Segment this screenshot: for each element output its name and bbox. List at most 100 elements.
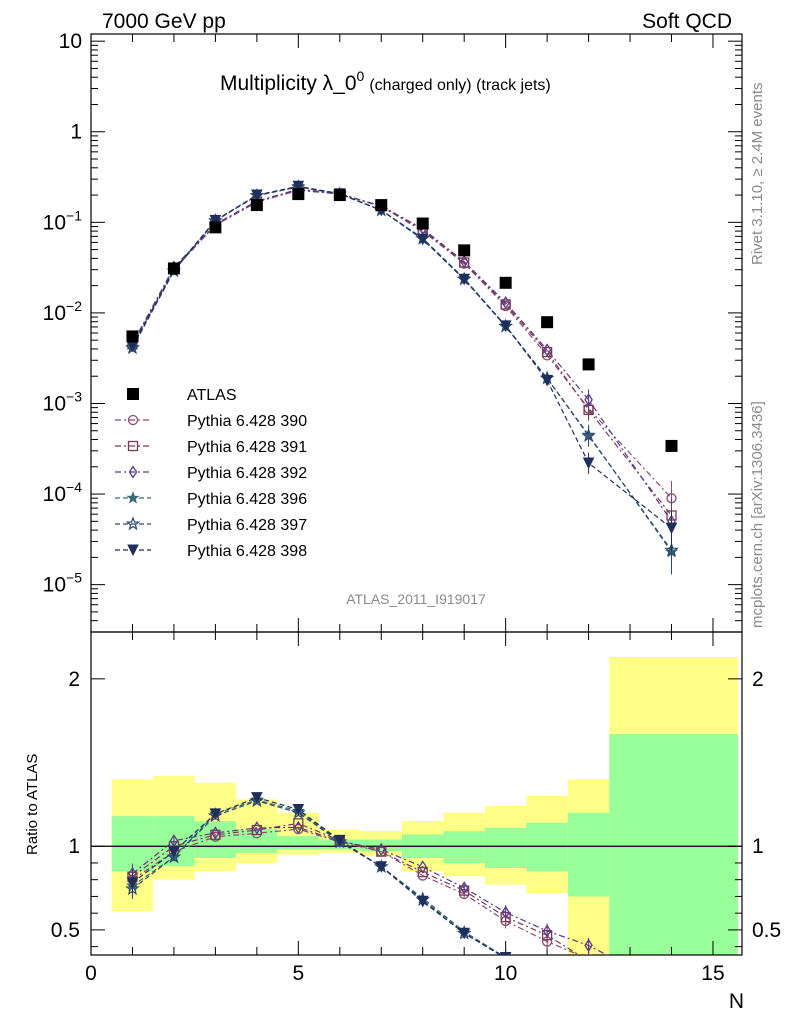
legend-label: Pythia 6.428 396 (187, 491, 307, 508)
series-point (665, 522, 678, 535)
y-tick-label: 10−3 (43, 388, 83, 415)
legend-marker (127, 388, 139, 400)
y-tick-label-right: 0.5 (752, 919, 781, 942)
x-tick-label: 0 (85, 962, 97, 985)
ratio-point (417, 866, 428, 878)
y-tick-label: 10−2 (43, 298, 83, 325)
y-tick-label: 0.5 (51, 919, 80, 942)
y-tick-label: 1 (70, 121, 82, 144)
y-tick-label: 10−5 (43, 570, 83, 597)
ratio-point (211, 826, 220, 840)
data-point (209, 221, 222, 234)
data-point (665, 439, 678, 452)
series-point (209, 214, 222, 227)
ratio-point (584, 956, 593, 965)
legend-label: Pythia 6.428 397 (187, 517, 307, 534)
y-tick-label: 2 (68, 668, 80, 691)
uncertainty-band-inner (111, 816, 154, 872)
chart-title-sup: 0 (357, 68, 365, 84)
data-point (126, 330, 139, 343)
series-point (416, 233, 429, 246)
ratio-point (166, 849, 182, 864)
series-point (541, 374, 553, 387)
series-point (499, 320, 512, 332)
uncertainty-band-inner (443, 831, 485, 863)
y-tick-label-right: 1 (752, 835, 764, 858)
data-point (333, 189, 346, 202)
series-point (501, 295, 510, 310)
ratio-point (418, 860, 427, 874)
y-tick-label: 1 (68, 835, 80, 858)
header-left: 7000 GeV pp (102, 10, 226, 33)
y-tick-label-exponent: −4 (66, 479, 82, 495)
y-tick-label-base: 10 (59, 30, 82, 53)
ratio-point (542, 970, 552, 980)
ratio-point (376, 842, 386, 857)
ratio-point (583, 980, 594, 991)
series-point (292, 180, 305, 193)
analysis-label: ATLAS_2011_I919017 (346, 591, 486, 607)
series-point (664, 542, 679, 557)
legend-marker (126, 491, 140, 504)
x-tick-label: 5 (292, 962, 304, 985)
ratio-point (252, 821, 262, 835)
uncertainty-band-inner (484, 827, 527, 868)
legend-marker (127, 544, 139, 557)
series-5 (125, 179, 679, 574)
ratio-point (583, 980, 594, 991)
data-point (375, 199, 388, 212)
y-tick-label-base: 10 (43, 211, 66, 234)
legend-entry: Pythia 6.428 397 (115, 516, 307, 534)
ratio-point (584, 995, 594, 1005)
series-point (459, 254, 469, 269)
x-axis-label: N (729, 990, 744, 1013)
y-tick-label-exponent: −1 (66, 207, 82, 223)
ratio-point (585, 953, 592, 955)
ratio-point (584, 938, 593, 953)
y-tick-label-base: 10 (43, 574, 66, 597)
ratio-point (499, 952, 512, 955)
y-tick-label-base: 1 (70, 121, 82, 144)
y-tick-label-exponent: −2 (66, 298, 82, 314)
ratio-y-axis-label: Ratio to ATLAS (24, 754, 41, 855)
series-point (582, 457, 595, 470)
ratio-point (251, 792, 263, 804)
legend-entry: Pythia 6.428 396 (115, 491, 307, 508)
data-point (167, 262, 180, 275)
ratio-point (541, 967, 552, 978)
data-point (582, 358, 595, 371)
ratio-point (542, 924, 552, 938)
ratio-point (541, 967, 552, 978)
data-point (499, 276, 512, 289)
legend-entry: Pythia 6.428 391 (115, 439, 307, 456)
ratio-point (666, 996, 677, 1007)
ratio-point (459, 881, 469, 895)
ratio-point (333, 834, 346, 847)
legend-label: Pythia 6.428 391 (187, 439, 307, 456)
legend-marker (127, 440, 139, 452)
series-point (581, 428, 596, 442)
data-point (416, 217, 429, 230)
ratio-point (294, 820, 303, 835)
ratio-point (292, 803, 305, 816)
ratio-plot-frame (90, 631, 743, 956)
ratio-point (209, 808, 222, 821)
side-label-bottom: mcplots.cern.ch [arXiv:1306.3436] (749, 401, 766, 628)
series-data (126, 188, 678, 452)
y-tick-label-base: 10 (43, 392, 66, 415)
legend-label: Pythia 6.428 390 (187, 413, 307, 430)
ratio-point (458, 927, 470, 940)
legend-marker (128, 465, 138, 479)
legend-marker (127, 414, 139, 426)
data-point (458, 244, 471, 257)
legend-label: Pythia 6.428 392 (187, 465, 307, 482)
uncertainty-band-inner (236, 829, 278, 853)
y-tick-label-base: 10 (43, 483, 66, 506)
legend-marker (125, 516, 141, 531)
ratio-point (168, 846, 180, 858)
uncertainty-band-inner (609, 734, 738, 955)
legend-label: ATLAS (187, 387, 237, 404)
ratio-point (667, 988, 677, 998)
series-point (458, 273, 470, 286)
